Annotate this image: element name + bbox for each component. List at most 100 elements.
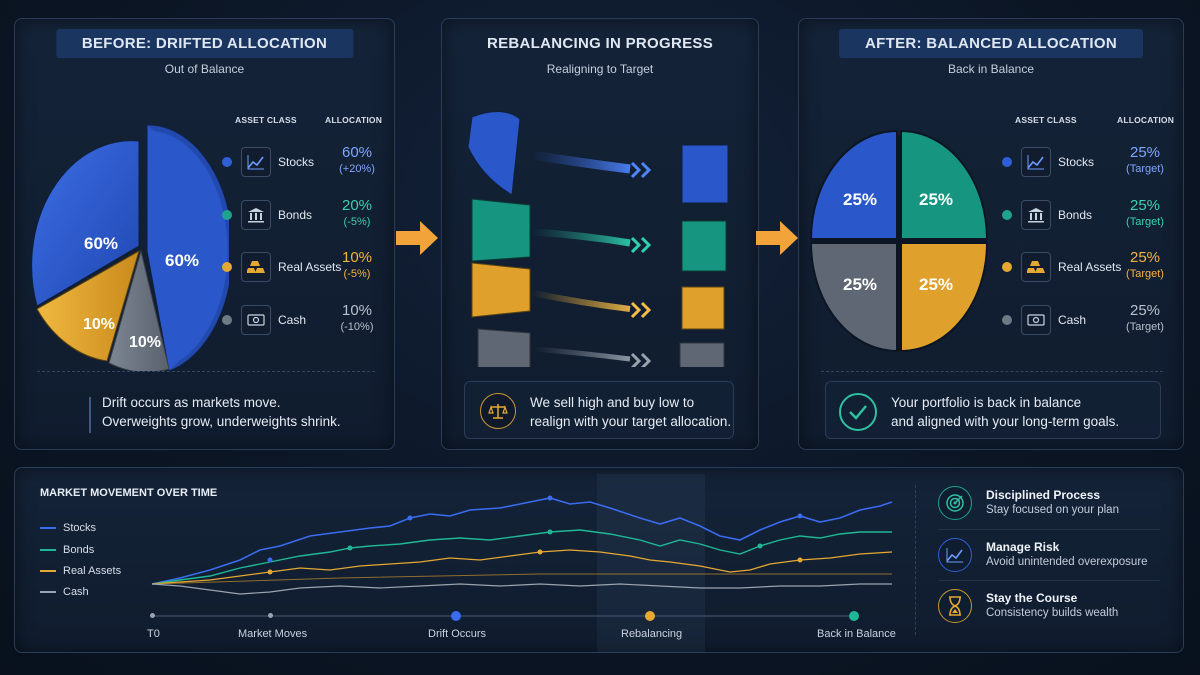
- after-pie-slice-cash: [809, 242, 898, 353]
- bonds-dot: [222, 210, 232, 220]
- middle-note: We sell high and buy low to realign with…: [530, 393, 731, 431]
- real-assets-dot: [1002, 262, 1012, 272]
- timeline-dot-t0: [150, 613, 155, 618]
- before-stocks-change: (+20%): [339, 163, 375, 175]
- after-title: AFTER: BALANCED ALLOCATION: [839, 29, 1143, 58]
- bank-icon: [241, 200, 271, 230]
- after-pie-slice-bonds: [900, 129, 989, 240]
- side-separator: [915, 485, 916, 635]
- line-bonds: [151, 529, 892, 585]
- before-bonds-value: 20%: [341, 197, 373, 214]
- before-subtitle: Out of Balance: [164, 62, 245, 76]
- stocks-dot: [222, 157, 232, 167]
- rebalancing-highlight: [597, 474, 705, 652]
- legend-real-assets: Real Assets: [40, 565, 121, 577]
- before-note-line1: Drift occurs as markets move.: [102, 395, 281, 410]
- before-note-accent: [89, 397, 91, 433]
- before-cash-label: Cash: [278, 313, 307, 327]
- before-pie-label-2: 60%: [165, 251, 199, 270]
- before-stocks-value: 60%: [341, 144, 373, 161]
- after-cash-value: 25%: [1129, 302, 1161, 319]
- side-sub-risk: Avoid unintended overexposure: [986, 556, 1148, 568]
- after-cash-change: (Target): [1126, 321, 1164, 333]
- chart-line-icon: [1021, 147, 1051, 177]
- before-bonds-label: Bonds: [278, 208, 313, 222]
- middle-panel: REBALANCING IN PROGRESS Realigning to Ta…: [441, 18, 759, 450]
- side-item-course: Stay the Course Consistency builds wealt…: [938, 589, 1160, 635]
- after-pie-slice-real-assets: [900, 242, 989, 353]
- before-cash-value: 10%: [341, 302, 373, 319]
- after-row-stocks: Stocks 25% (Target): [799, 144, 1185, 180]
- bonds-dot: [1002, 210, 1012, 220]
- after-col-alloc: ALLOCATION: [1117, 115, 1175, 125]
- after-bonds-change: (Target): [1126, 216, 1164, 228]
- bank-icon: [1021, 200, 1051, 230]
- before-note: Drift occurs as markets move. Overweight…: [102, 393, 341, 431]
- flow-source-stocks: [467, 111, 521, 196]
- cash-dot: [222, 315, 232, 325]
- flow-source-bonds: [471, 198, 531, 262]
- before-pie-label-1: 60%: [84, 234, 118, 253]
- after-pie-chart: 25% 25% 25% 25%: [809, 129, 989, 353]
- legend-cash: Cash: [40, 586, 89, 598]
- timeline-dot-market-moves: [268, 613, 273, 618]
- before-row-cash: Cash 10% (-10%): [15, 302, 396, 338]
- side-divider-1: [938, 529, 1160, 530]
- before-row-real-assets: Real Assets 10% (-5%): [15, 249, 396, 285]
- flow-target-bonds: [681, 220, 727, 272]
- after-subtitle: Back in Balance: [947, 62, 1035, 76]
- after-title-rest: BALANCED ALLOCATION: [926, 35, 1117, 52]
- timeline-label-rebalancing: Rebalancing: [621, 628, 683, 640]
- timeline-dot-drift: [451, 611, 461, 621]
- timeline-label-balance: Back in Balance: [817, 628, 896, 640]
- line-markers: [267, 495, 803, 575]
- timeline-label-t0: T0: [147, 628, 160, 640]
- market-line-chart: [151, 495, 893, 617]
- side-sub-disciplined: Stay focused on your plan: [986, 504, 1119, 516]
- before-title-prefix: BEFORE:: [81, 35, 152, 52]
- flow-source-cash: [477, 328, 531, 367]
- after-row-cash: Cash 25% (Target): [799, 302, 1185, 338]
- after-pie-label-3: 25%: [843, 275, 877, 294]
- timeline-dot-rebalancing: [645, 611, 655, 621]
- before-bonds-change: (-5%): [343, 216, 371, 228]
- middle-title: REBALANCING IN PROGRESS: [486, 35, 714, 52]
- legend-bonds: Bonds: [40, 544, 94, 556]
- legend-real-assets-label: Real Assets: [63, 565, 122, 577]
- before-pie-slice-cash: [108, 249, 170, 371]
- checkmark-icon: [839, 393, 877, 431]
- rebalancing-flow-graphic: [467, 111, 729, 367]
- line-real-assets-reference: [151, 573, 892, 585]
- after-real-assets-label: Real Assets: [1058, 260, 1122, 274]
- after-note: Your portfolio is back in balance and al…: [891, 393, 1119, 431]
- before-pie-label-3: 10%: [83, 316, 115, 333]
- timeline-label-market-moves: Market Moves: [238, 628, 308, 640]
- before-panel: BEFORE: DRIFTED ALLOCATION Out of Balanc…: [14, 18, 395, 450]
- before-title: BEFORE: DRIFTED ALLOCATION: [55, 29, 354, 58]
- before-real-assets-label: Real Assets: [278, 260, 342, 274]
- flow-source-real-assets: [471, 262, 531, 318]
- before-pie-chart: 60% 60% 10% 10%: [31, 124, 229, 371]
- timeline-dot-balance: [849, 611, 859, 621]
- line-stocks: [151, 497, 893, 585]
- side-item-risk: Manage Risk Avoid unintended overexposur…: [938, 538, 1160, 584]
- market-title: MARKET MOVEMENT OVER TIME: [40, 487, 218, 499]
- after-panel: AFTER: BALANCED ALLOCATION Back in Balan…: [798, 18, 1184, 450]
- before-col-alloc: ALLOCATION: [325, 115, 383, 125]
- after-stocks-change: (Target): [1126, 163, 1164, 175]
- chevron-stocks-icon: [630, 161, 652, 179]
- after-stocks-value: 25%: [1129, 144, 1161, 161]
- after-cash-label: Cash: [1058, 313, 1087, 327]
- before-divider: [37, 371, 375, 372]
- chart-line-icon: [241, 147, 271, 177]
- chevron-real-assets-icon: [630, 301, 652, 319]
- before-row-bonds: Bonds 20% (-5%): [15, 197, 396, 233]
- before-cash-change: (-10%): [340, 321, 374, 333]
- side-divider-2: [938, 580, 1160, 581]
- before-note-line2: Overweights grow, underweights shrink.: [102, 414, 341, 429]
- side-title-disciplined: Disciplined Process: [986, 488, 1101, 502]
- before-pie-slice-stocks-left: [31, 140, 140, 307]
- legend-stocks-label: Stocks: [63, 522, 97, 534]
- before-real-assets-value: 10%: [341, 249, 373, 266]
- after-title-prefix: AFTER:: [865, 35, 922, 52]
